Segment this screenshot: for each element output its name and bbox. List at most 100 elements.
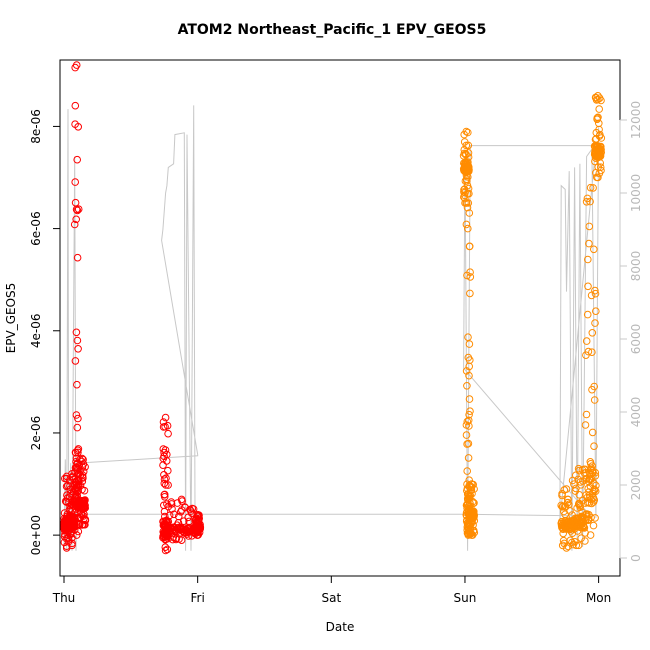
data-point bbox=[462, 220, 471, 229]
y2-tick-label: 6000 bbox=[629, 324, 643, 355]
data-point bbox=[164, 466, 172, 475]
x-axis: Thu Fri Sat Sun Mon bbox=[52, 575, 611, 605]
data-point bbox=[70, 220, 79, 229]
data-point bbox=[81, 520, 89, 529]
data-point bbox=[591, 472, 600, 480]
data-point bbox=[196, 520, 204, 529]
data-point bbox=[68, 541, 76, 550]
data-point bbox=[78, 457, 86, 466]
data-point bbox=[594, 95, 602, 104]
x-tick-label: Mon bbox=[586, 591, 611, 605]
data-point bbox=[590, 396, 599, 404]
data-point bbox=[161, 543, 170, 552]
data-point bbox=[582, 410, 591, 419]
data-point bbox=[464, 141, 473, 150]
data-point bbox=[558, 490, 566, 498]
data-point bbox=[590, 382, 599, 391]
data-point bbox=[581, 421, 590, 429]
data-point bbox=[596, 163, 605, 171]
data-point bbox=[464, 333, 472, 342]
data-point bbox=[73, 155, 81, 164]
data-point bbox=[464, 149, 473, 157]
data-point bbox=[170, 510, 178, 519]
data-point bbox=[584, 516, 593, 525]
data-point bbox=[161, 446, 170, 454]
x-axis-label: Date bbox=[326, 620, 355, 634]
data-point bbox=[585, 222, 594, 231]
data-point bbox=[591, 286, 599, 295]
data-point bbox=[81, 504, 89, 512]
data-point bbox=[467, 531, 476, 539]
data-point bbox=[72, 411, 81, 419]
data-point bbox=[76, 481, 85, 490]
data-point bbox=[466, 407, 474, 416]
data-point bbox=[591, 514, 599, 522]
data-point bbox=[465, 189, 473, 198]
data-point bbox=[584, 347, 593, 356]
data-point bbox=[462, 367, 471, 375]
data-point bbox=[590, 442, 598, 451]
data-point bbox=[588, 428, 597, 437]
data-point bbox=[160, 507, 169, 516]
data-point bbox=[470, 528, 479, 537]
y-tick-label: 6e-06 bbox=[29, 211, 43, 246]
data-point bbox=[586, 197, 594, 206]
data-point bbox=[164, 429, 172, 438]
data-point bbox=[72, 531, 81, 539]
data-point bbox=[72, 328, 81, 337]
data-point bbox=[590, 486, 599, 494]
data-point bbox=[74, 123, 82, 131]
data-point bbox=[81, 463, 89, 471]
data-point bbox=[582, 198, 591, 206]
data-point bbox=[462, 141, 471, 150]
data-point bbox=[592, 307, 600, 316]
data-point bbox=[576, 503, 585, 512]
data-point bbox=[593, 114, 602, 122]
y2-tick-label: 2000 bbox=[629, 470, 643, 501]
data-point bbox=[566, 507, 574, 515]
data-point bbox=[160, 490, 169, 499]
data-point bbox=[465, 209, 474, 217]
data-point bbox=[463, 467, 472, 475]
data-point bbox=[465, 371, 473, 380]
data-point bbox=[470, 516, 479, 525]
data-point bbox=[465, 163, 473, 171]
y2-tick-label: 10000 bbox=[629, 174, 643, 212]
data-point bbox=[466, 273, 475, 281]
data-point bbox=[160, 493, 169, 501]
data-point bbox=[73, 336, 82, 345]
data-point bbox=[79, 467, 88, 476]
y-tick-label: 4e-06 bbox=[29, 313, 43, 348]
data-point bbox=[469, 521, 477, 529]
data-point bbox=[70, 526, 79, 534]
data-point bbox=[470, 499, 478, 507]
x-tick-label: Sun bbox=[454, 591, 477, 605]
data-point bbox=[163, 421, 172, 430]
y-tick-label: 2e-06 bbox=[29, 416, 43, 451]
data-point bbox=[70, 520, 79, 529]
data-point bbox=[74, 448, 82, 457]
data-point bbox=[466, 356, 474, 364]
data-point bbox=[463, 203, 472, 212]
data-point bbox=[73, 423, 82, 432]
data-point bbox=[177, 536, 186, 545]
data-point bbox=[582, 475, 590, 484]
data-point bbox=[73, 206, 82, 215]
data-point bbox=[80, 486, 89, 495]
data-point bbox=[466, 491, 475, 500]
data-point bbox=[74, 205, 83, 213]
data-point bbox=[79, 455, 87, 464]
data-point bbox=[465, 395, 474, 403]
data-point bbox=[597, 166, 605, 175]
data-point bbox=[73, 253, 82, 262]
data-point bbox=[464, 439, 473, 448]
data-point bbox=[464, 224, 472, 233]
data-point bbox=[462, 199, 471, 207]
data-point bbox=[587, 513, 595, 522]
data-point bbox=[572, 541, 581, 550]
data-point bbox=[464, 153, 473, 161]
x-tick-label: Fri bbox=[191, 591, 205, 605]
data-point bbox=[584, 255, 592, 264]
data-point bbox=[587, 470, 595, 479]
data-point bbox=[597, 134, 606, 142]
